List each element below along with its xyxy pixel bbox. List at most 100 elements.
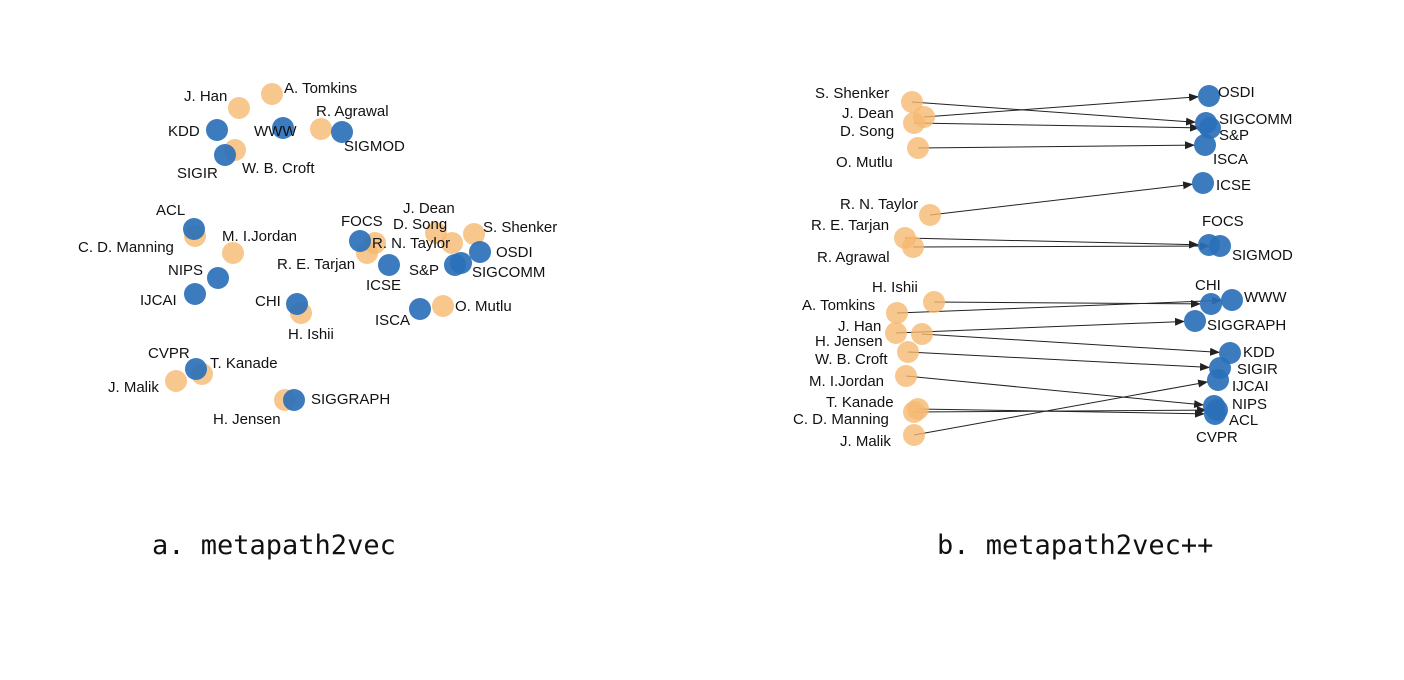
label-d-song: D. Song <box>393 216 447 233</box>
author-point-j-malik <box>903 424 925 446</box>
label-www: WWW <box>254 123 297 140</box>
venue-point-cvpr <box>1204 403 1226 425</box>
label-acl: ACL <box>1229 412 1258 429</box>
author-point-h-jensen <box>885 322 907 344</box>
arrow-s-shenker-to-sigcomm <box>911 101 1197 126</box>
arrow-r-e-tarjan-to-focs <box>904 237 1200 249</box>
label-t-kanade: T. Kanade <box>210 355 278 372</box>
venue-point-osdi <box>469 241 491 263</box>
label-h-jensen: H. Jensen <box>815 333 883 350</box>
label-ijcai: IJCAI <box>140 292 177 309</box>
venue-point-sandp <box>1199 117 1221 139</box>
caption-a: a. metapath2vec <box>152 530 396 561</box>
author-point-r-n-taylor <box>919 204 941 226</box>
panel-a-point-labels: J. Han A. Tomkins R. Agrawal KDD WWW SIGMOD SI… <box>78 80 557 428</box>
venue-point-www <box>272 117 294 139</box>
venue-point-ijcai <box>184 283 206 305</box>
label-j-dean: J. Dean <box>403 200 455 217</box>
author-point-j-han <box>228 97 250 119</box>
label-o-mutlu: O. Mutlu <box>836 154 893 171</box>
arrow-a-tomkins-to-www <box>896 296 1223 314</box>
venue-point-www <box>1221 289 1243 311</box>
author-point-h-ishii <box>923 291 945 313</box>
arrow-m-i-jordan-to-nips <box>905 375 1205 409</box>
arrow-j-malik-to-ijcai <box>913 379 1209 436</box>
arrow-r-n-taylor-to-icse <box>929 181 1194 216</box>
venue-point-osdi <box>1198 85 1220 107</box>
venue-point-chi <box>286 293 308 315</box>
venue-point-sigmod <box>331 121 353 143</box>
label-sigmod: SIGMOD <box>1232 247 1293 264</box>
label-isca: ISCA <box>1213 151 1248 168</box>
label-osdi: OSDI <box>496 244 533 261</box>
label-c-d-manning: C. D. Manning <box>793 411 889 428</box>
label-a-tomkins: A. Tomkins <box>284 80 357 97</box>
label-isca: ISCA <box>375 312 410 329</box>
label-j-han: J. Han <box>838 318 881 335</box>
label-sigir: SIGIR <box>177 165 218 182</box>
arrow-w-b-croft-to-sigir <box>907 351 1211 371</box>
label-r-e-tarjan: R. E. Tarjan <box>811 217 889 234</box>
venue-point-cvpr <box>185 358 207 380</box>
venue-point-siggraph <box>283 389 305 411</box>
label-cvpr: CVPR <box>148 345 190 362</box>
label-s-shenker: S. Shenker <box>815 85 889 102</box>
venue-point-icse <box>1192 172 1214 194</box>
arrow-r-agrawal-to-sigmod <box>912 242 1210 251</box>
venue-point-ijcai <box>1207 369 1229 391</box>
label-acl: ACL <box>156 202 185 219</box>
label-r-agrawal: R. Agrawal <box>817 249 890 266</box>
venue-point-siggraph <box>1184 310 1206 332</box>
author-point-r-agrawal <box>902 236 924 258</box>
author-point-j-malik <box>165 370 187 392</box>
label-siggraph: SIGGRAPH <box>311 391 390 408</box>
label-kdd: KDD <box>168 123 200 140</box>
label-m-i-jordan: M. I.Jordan <box>809 373 884 390</box>
venue-point-nips <box>207 267 229 289</box>
author-point-r-agrawal <box>310 118 332 140</box>
author-point-o-mutlu <box>432 295 454 317</box>
author-point-c-d-manning <box>903 401 925 423</box>
arrow-d-song-to-sandp <box>913 122 1201 132</box>
venue-point-focs <box>349 230 371 252</box>
label-r-n-taylor: R. N. Taylor <box>840 196 918 213</box>
label-sigir: SIGIR <box>1237 361 1278 378</box>
author-point-w-b-croft <box>897 341 919 363</box>
author-point-a-tomkins <box>261 83 283 105</box>
label-o-mutlu: O. Mutlu <box>455 298 512 315</box>
venue-point-isca <box>409 298 431 320</box>
label-r-e-tarjan: R. E. Tarjan <box>277 256 355 273</box>
author-point-d-song <box>903 112 925 134</box>
venue-point-kdd <box>206 119 228 141</box>
label-r-agrawal: R. Agrawal <box>316 103 389 120</box>
label-siggraph: SIGGRAPH <box>1207 317 1286 334</box>
author-point-j-han <box>911 323 933 345</box>
venue-point-sigir <box>214 144 236 166</box>
label-nips: NIPS <box>168 262 203 279</box>
label-h-jensen: H. Jensen <box>213 411 281 428</box>
venue-point-isca <box>1194 134 1216 156</box>
panel-b-venue-points <box>1184 85 1243 425</box>
venue-point-acl <box>183 218 205 240</box>
label-ijcai: IJCAI <box>1232 378 1269 395</box>
label-j-dean: J. Dean <box>842 105 894 122</box>
label-a-tomkins: A. Tomkins <box>802 297 875 314</box>
arrow-c-d-manning-to-acl <box>913 406 1208 415</box>
author-point-m-i-jordan <box>895 365 917 387</box>
label-j-han: J. Han <box>184 88 227 105</box>
label-nips: NIPS <box>1232 396 1267 413</box>
label-www: WWW <box>1244 289 1287 306</box>
author-point-d-song <box>441 232 463 254</box>
label-r-n-taylor: R. N. Taylor <box>372 235 450 252</box>
author-point-m-i-jordan <box>222 242 244 264</box>
label-s-shenker: S. Shenker <box>483 219 557 236</box>
caption-b: b. metapath2vec++ <box>937 530 1213 561</box>
label-kdd: KDD <box>1243 344 1275 361</box>
label-icse: ICSE <box>366 277 401 294</box>
venue-point-icse <box>378 254 400 276</box>
arrow-h-ishii-to-chi <box>933 299 1202 308</box>
label-focs: FOCS <box>341 213 383 230</box>
